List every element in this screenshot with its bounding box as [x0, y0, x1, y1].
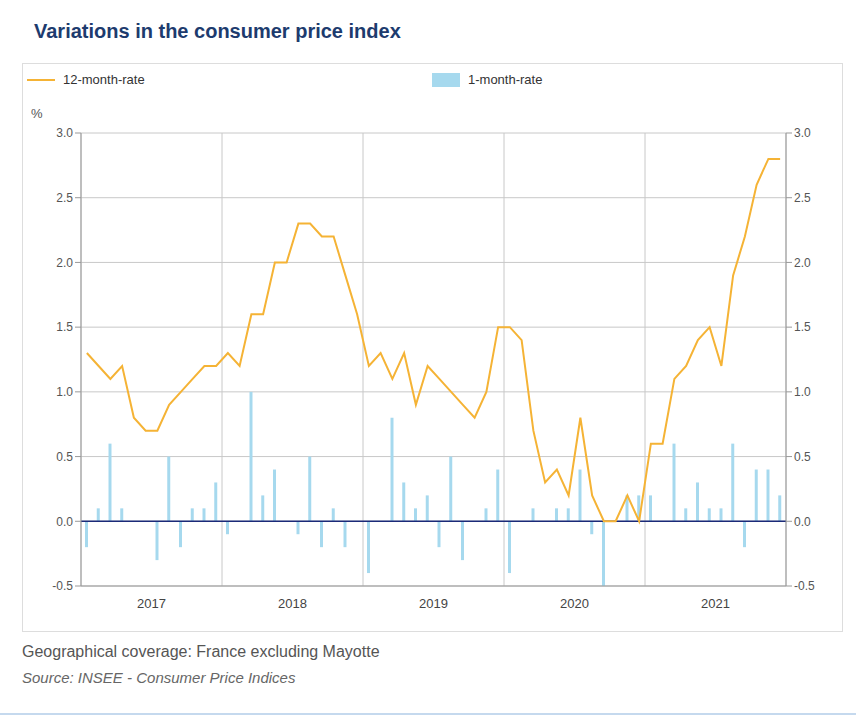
- svg-text:-0.5: -0.5: [52, 579, 73, 593]
- svg-text:3.0: 3.0: [56, 126, 73, 140]
- svg-text:3.0: 3.0: [794, 126, 811, 140]
- svg-text:2020: 2020: [560, 596, 589, 611]
- svg-text:0.0: 0.0: [56, 515, 73, 529]
- svg-text:2.0: 2.0: [794, 256, 811, 270]
- svg-text:0.5: 0.5: [56, 450, 73, 464]
- svg-text:1.5: 1.5: [56, 320, 73, 334]
- svg-text:1.0: 1.0: [56, 385, 73, 399]
- html-text:Geographical coverage: France: Geographical coverage: France excluding …: [22, 643, 380, 660]
- html-text:12-month-rate: 12-month-rate: [63, 72, 145, 87]
- svg-text:2021: 2021: [701, 596, 730, 611]
- svg-text:2019: 2019: [419, 596, 448, 611]
- svg-text:1.0: 1.0: [794, 385, 811, 399]
- svg-text:2.0: 2.0: [56, 256, 73, 270]
- svg-text:2.5: 2.5: [56, 191, 73, 205]
- svg-text:2018: 2018: [278, 596, 307, 611]
- svg-text:0.5: 0.5: [794, 450, 811, 464]
- svg-text:0.0: 0.0: [794, 515, 811, 529]
- svg-text:1.5: 1.5: [794, 320, 811, 334]
- svg-text:2.5: 2.5: [794, 191, 811, 205]
- html-text:1-month-rate: 1-month-rate: [468, 72, 543, 87]
- html-text:Variations in the consumer pri: Variations in the consumer price index: [34, 20, 401, 42]
- svg-text:2017: 2017: [137, 596, 166, 611]
- svg-text:-0.5: -0.5: [794, 579, 815, 593]
- html-text:Source: INSEE - Consumer Price: Source: INSEE - Consumer Price Indices: [22, 669, 296, 686]
